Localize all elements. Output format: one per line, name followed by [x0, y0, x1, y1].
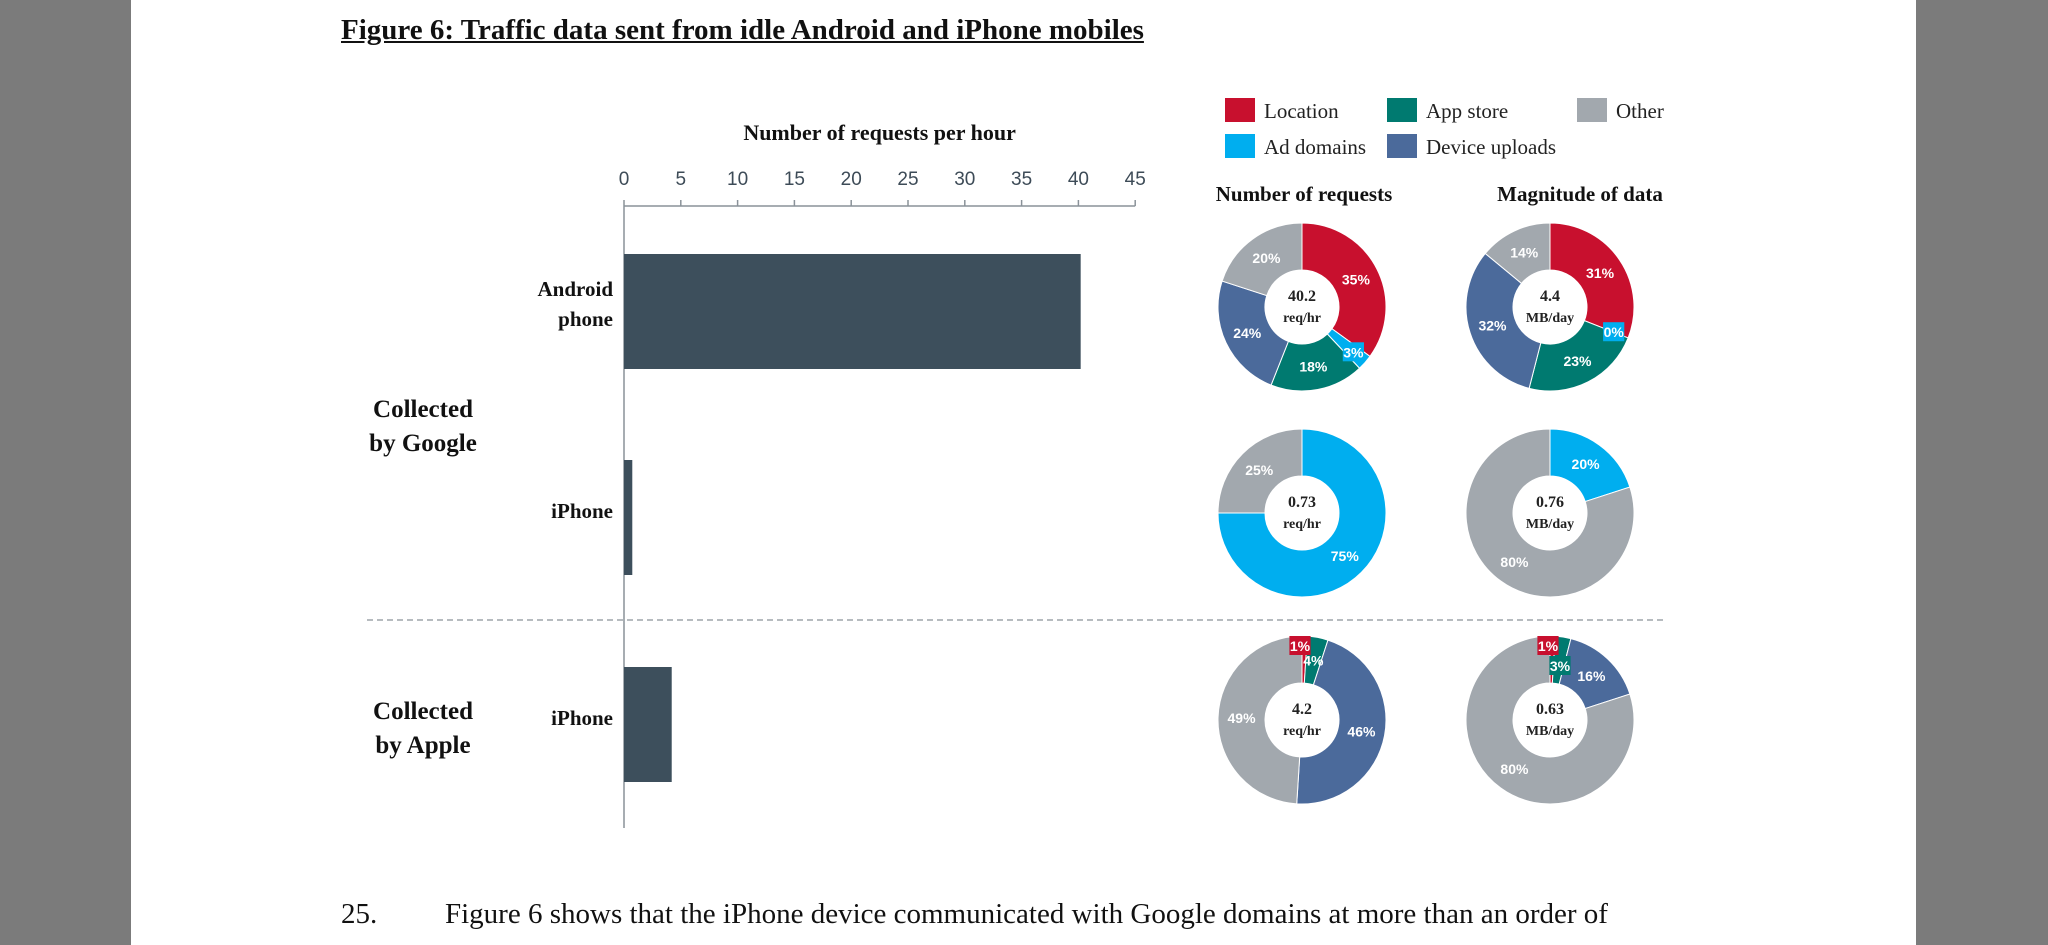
category-label: iPhone — [551, 499, 613, 523]
legend-label-app_store: App store — [1426, 99, 1508, 123]
donut-slice-label: 80% — [1500, 761, 1529, 777]
figure-title: Figure 6: Traffic data sent from idle An… — [341, 14, 1144, 46]
donut-label-box — [1289, 636, 1311, 655]
donut-center-value: 40.2 — [1288, 288, 1316, 305]
category-label: Android — [538, 277, 614, 301]
donut-slice-label: 49% — [1228, 710, 1257, 726]
donut-slice-other — [1217, 635, 1303, 805]
group-label: by Google — [369, 430, 477, 457]
donut-column-heading: Magnitude of data — [1497, 182, 1663, 206]
donut-center-unit: req/hr — [1283, 517, 1321, 532]
paragraph: 25. Figure 6 shows that the iPhone device… — [341, 898, 1901, 931]
donut-slice-label: 80% — [1500, 554, 1529, 570]
figure-6-chart: Number of requests per hour 0 5 10 15 20 25 30 3… — [367, 98, 1664, 828]
donut-slice-label: 20% — [1572, 456, 1601, 472]
paragraph-text: Figure 6 shows that the iPhone device co… — [445, 898, 1608, 930]
legend-label-other: Other — [1616, 99, 1664, 123]
donut-center-unit: req/hr — [1283, 724, 1321, 739]
legend-label-ad_domains: Ad domains — [1264, 135, 1366, 159]
paragraph-number: 25. — [341, 898, 378, 930]
bar — [624, 667, 672, 782]
donut-slice-label: 75% — [1331, 548, 1360, 564]
donut-slice-label: 14% — [1510, 244, 1539, 260]
donut-slice-other — [1465, 635, 1635, 805]
donut-slice-label: 1% — [1538, 638, 1559, 654]
x-tick-label: 20 — [841, 169, 862, 190]
donut-slice-device_uploads — [1217, 280, 1290, 386]
donut-slice-other — [1221, 222, 1303, 297]
x-tick-label: 0 — [619, 169, 630, 190]
donut-slice-other — [1484, 222, 1551, 285]
x-tick-label: 25 — [897, 169, 918, 190]
donut-slice-label: 0% — [1604, 324, 1625, 340]
donut-slice-label: 4% — [1303, 653, 1324, 669]
bar — [624, 460, 633, 575]
donut-slice-other — [1465, 428, 1635, 598]
legend-label-location: Location — [1264, 99, 1339, 123]
legend-swatch-location — [1225, 98, 1255, 122]
donut-center-value: 0.73 — [1288, 494, 1316, 511]
donut-label-box — [1342, 342, 1364, 362]
bar-chart-title: Number of requests per hour — [743, 120, 1016, 145]
legend-label-device_uploads: Device uploads — [1426, 135, 1556, 159]
donut-slice-device_uploads — [1465, 252, 1542, 389]
donut-slice-label: 3% — [1550, 658, 1571, 674]
donut-label-box — [1537, 636, 1559, 655]
donut-center-value: 0.76 — [1536, 494, 1564, 511]
document-page: Figure 6: Traffic data sent from idle An… — [131, 0, 1916, 945]
legend-swatch-app_store — [1387, 98, 1417, 122]
donut-center-unit: MB/day — [1526, 724, 1574, 739]
category-label: phone — [558, 307, 613, 331]
group-label: Collected — [373, 396, 473, 423]
donut-slice-label: 3% — [1343, 344, 1364, 360]
x-tick-label: 45 — [1125, 169, 1146, 190]
group-label: by Apple — [375, 732, 470, 759]
donut-slice-label: 18% — [1299, 358, 1328, 374]
donut-slice-label: 24% — [1233, 325, 1262, 341]
group-label: Collected — [373, 698, 473, 725]
donut-center-unit: req/hr — [1283, 311, 1321, 326]
category-label: iPhone — [551, 706, 613, 730]
donut-slice-other — [1217, 428, 1303, 514]
donut-slice-label: 20% — [1252, 250, 1281, 266]
donut-center-unit: MB/day — [1526, 311, 1574, 326]
donut-center-value: 4.4 — [1540, 288, 1560, 305]
donut-center-value: 0.63 — [1536, 701, 1564, 718]
donut-slice-label: 1% — [1290, 638, 1311, 654]
donut-slice-device_uploads — [1296, 639, 1387, 805]
donut-slice-ad_domains — [1217, 428, 1387, 598]
donut-slice-label: 31% — [1586, 265, 1615, 281]
donut-slice-label: 25% — [1245, 462, 1274, 478]
donut-slice-location — [1549, 222, 1635, 339]
legend-swatch-device_uploads — [1387, 134, 1417, 158]
donut-slice-label: 46% — [1347, 723, 1376, 739]
donut-slice-label: 16% — [1577, 668, 1606, 684]
x-tick-label: 35 — [1011, 169, 1032, 190]
donut-label-box — [1549, 656, 1571, 675]
donut-center-unit: MB/day — [1526, 517, 1574, 532]
x-tick-label: 10 — [727, 169, 748, 190]
x-tick-label: 5 — [676, 169, 687, 190]
donut-center-value: 4.2 — [1292, 701, 1312, 718]
legend-swatch-other — [1577, 98, 1607, 122]
x-tick-label: 15 — [784, 169, 805, 190]
donut-column-heading: Number of requests — [1216, 182, 1393, 206]
donut-slice-label: 32% — [1478, 318, 1507, 334]
x-tick-label: 30 — [954, 169, 975, 190]
donut-slice-location — [1301, 222, 1387, 358]
x-tick-label: 40 — [1068, 169, 1089, 190]
bar — [624, 254, 1081, 369]
donut-slice-label: 23% — [1563, 353, 1592, 369]
donut-label-box — [1603, 322, 1625, 342]
legend-swatch-ad_domains — [1225, 134, 1255, 158]
donut-slice-label: 35% — [1342, 272, 1371, 288]
